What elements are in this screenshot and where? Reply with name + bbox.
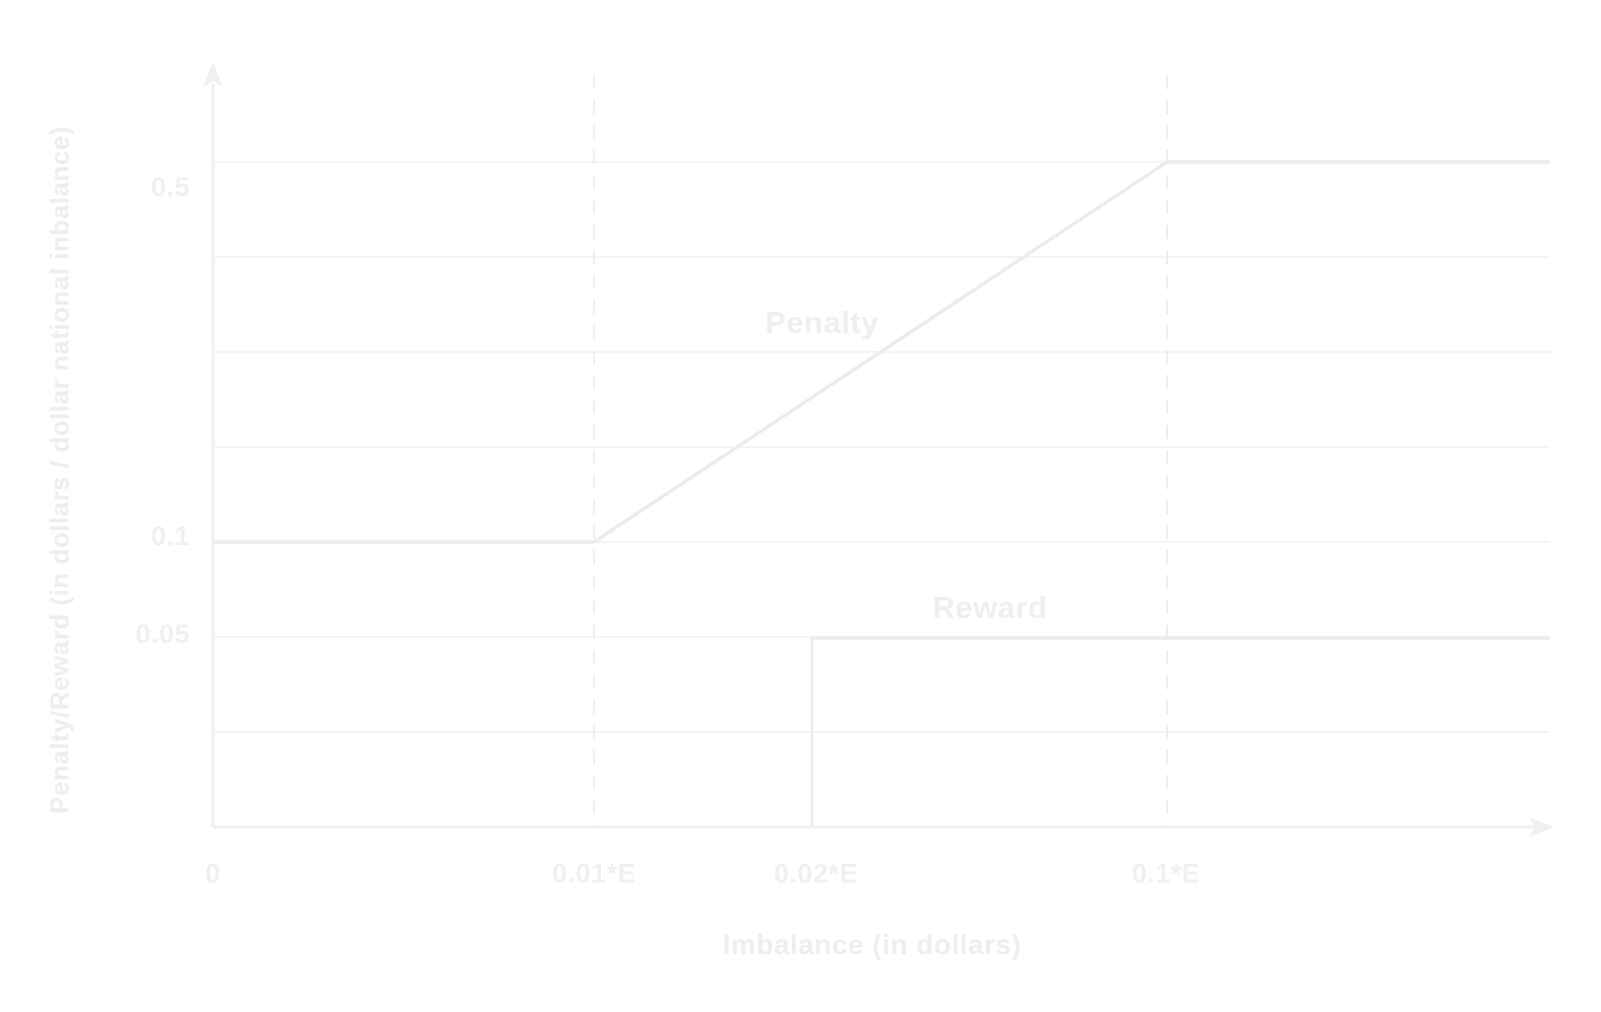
x-tick-0.01E: 0.01*E xyxy=(551,858,637,889)
penalty-series-label: Penalty xyxy=(765,305,879,340)
dashed-guides xyxy=(593,75,1168,827)
y-tick-0.5: 0.5 xyxy=(150,171,190,202)
y-axis-title: Penalty/Reward (in dollars / dollar nati… xyxy=(44,126,75,814)
x-axis-title: Imbalance (in dollars) xyxy=(722,929,1022,960)
reward-series-label: Reward xyxy=(932,590,1048,625)
penalty-curve xyxy=(213,160,1550,544)
y-axis-arrow-icon xyxy=(203,62,223,87)
y-tick-0.1: 0.1 xyxy=(150,520,190,551)
y-tick-0.05: 0.05 xyxy=(135,618,190,649)
x-tick-0: 0 xyxy=(205,858,221,889)
x-axis-arrow-icon xyxy=(1529,817,1554,837)
x-tick-0.1E: 0.1*E xyxy=(1131,858,1201,889)
x-tick-0.02E: 0.02*E xyxy=(773,858,859,889)
gridlines xyxy=(213,161,1550,733)
